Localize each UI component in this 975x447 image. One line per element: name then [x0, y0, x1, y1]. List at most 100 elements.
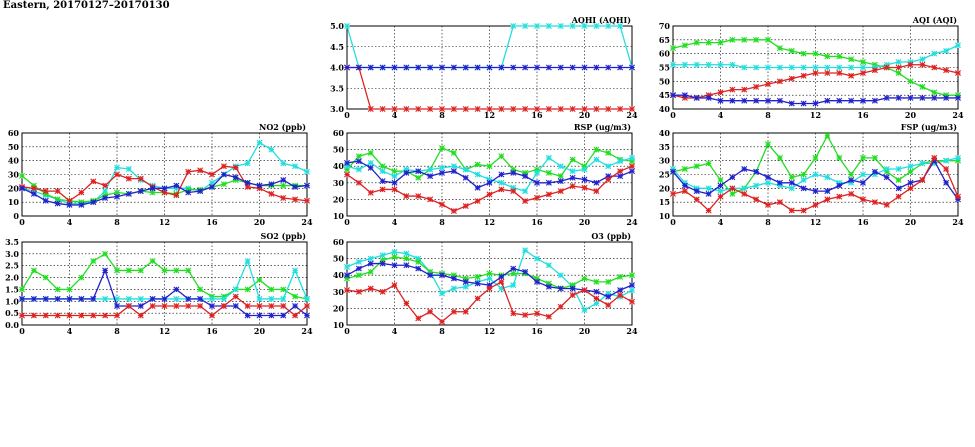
rsp-red-point	[367, 189, 374, 196]
so2-blue-point	[114, 303, 120, 310]
o3-blue-point	[344, 272, 350, 279]
fsp-cyan-point	[693, 185, 700, 192]
aqhi-blue-point	[403, 64, 410, 71]
aqhi-red-point	[403, 106, 410, 112]
rsp-blue-point	[581, 176, 588, 183]
rsp-red-point	[391, 186, 398, 193]
o3-x-tick-label: 0	[344, 326, 350, 336]
aqi-green-point	[729, 36, 736, 43]
so2-cyan-point	[125, 295, 132, 302]
fsp-y-tick-label: 35	[659, 142, 670, 152]
rsp-x-tick-label: 0	[344, 217, 350, 227]
fsp-red-point	[670, 190, 676, 197]
aqi-blue-point	[848, 97, 855, 104]
no2-red-point	[137, 175, 144, 182]
aqi-cyan-point	[871, 64, 878, 71]
fsp-cyan-point	[931, 160, 938, 167]
fsp-cyan-point	[741, 185, 748, 192]
fsp-x-tick-label: 12	[810, 217, 821, 227]
fsp-cyan-point	[907, 163, 914, 170]
aqhi-blue-point	[367, 64, 374, 71]
aqhi-blue-point	[450, 64, 457, 71]
o3-red-point	[486, 285, 493, 292]
no2-x-tick-label: 20	[254, 217, 266, 227]
aqi-x-tick-label: 24	[952, 110, 964, 120]
so2-blue-point	[280, 312, 287, 319]
aqi-green-point	[895, 70, 902, 77]
aqi-y-tick-label: 45	[659, 90, 670, 100]
so2-green-point	[78, 274, 85, 281]
o3-chart: 0 4 8 12 16 20 24 10 20 30 40 50 60 O3 (ppb)	[333, 231, 638, 336]
fsp-red-point	[871, 199, 878, 206]
o3-green-point	[427, 268, 434, 275]
fsp-x-tick-label: 4	[718, 217, 724, 227]
fsp-blue-point	[907, 179, 914, 186]
aqhi-y-tick-label: 4.0	[330, 63, 344, 73]
o3-cyan-point	[415, 255, 422, 262]
o3-red-point	[569, 292, 576, 299]
aqi-cyan-point	[753, 64, 760, 71]
rsp-cyan-point	[522, 188, 529, 195]
so2-x-tick-label: 12	[159, 326, 170, 336]
rsp-series-group	[344, 144, 635, 215]
no2-green-point	[232, 177, 239, 184]
so2-red-point	[280, 303, 287, 310]
o3-chart-title: O3 (ppb)	[591, 231, 631, 241]
rsp-red-point	[557, 188, 564, 195]
rsp-blue-point	[379, 178, 386, 185]
so2-cyan-point	[137, 295, 144, 302]
aqi-red-point	[729, 86, 736, 93]
aqhi-red-point	[439, 106, 445, 112]
aqi-cyan-point	[860, 64, 866, 71]
fsp-chart: 0 4 8 12 16 20 24 10 15 20 25 30 35 40 FSP (ug/m3)	[659, 122, 964, 227]
so2-red-point	[268, 303, 275, 310]
fsp-red-point	[824, 196, 831, 203]
aqi-green-point	[871, 61, 878, 68]
fsp-blue-point	[931, 157, 938, 164]
so2-red-point	[102, 312, 109, 319]
aqi-blue-point	[943, 94, 950, 101]
aqhi-cyan-point	[605, 23, 612, 29]
aqhi-blue-point	[474, 64, 481, 71]
no2-blue-point	[197, 188, 204, 195]
rsp-red-point	[439, 201, 445, 208]
no2-blue-point	[90, 199, 97, 206]
aqi-red-point	[883, 64, 890, 71]
rsp-red-point	[605, 176, 612, 183]
aqi-green-point	[848, 56, 855, 63]
rsp-blue-point	[450, 168, 457, 175]
aqi-green-point	[907, 78, 914, 85]
no2-green-point	[114, 189, 120, 196]
fsp-y-tick-label: 10	[659, 211, 671, 221]
aqi-x-tick-label: 4	[718, 110, 724, 120]
aqi-cyan-point	[895, 58, 902, 65]
fsp-cyan-point	[788, 185, 795, 192]
aqi-x-tick-label: 0	[670, 110, 676, 120]
o3-blue-point	[379, 260, 386, 267]
fsp-blue-point	[812, 188, 819, 195]
aqi-red-point	[741, 86, 748, 93]
aqi-blue-point	[836, 97, 843, 104]
no2-x-tick-label: 24	[301, 217, 313, 227]
o3-green-point	[415, 258, 422, 265]
rsp-green-point	[498, 153, 505, 160]
no2-x-tick-label: 12	[159, 217, 170, 227]
fsp-blue-point	[883, 174, 890, 181]
no2-red-point	[304, 197, 310, 204]
fsp-cyan-point	[670, 165, 676, 172]
so2-series-group	[19, 250, 310, 319]
rsp-blue-point	[415, 168, 422, 175]
so2-blue-point	[30, 295, 37, 302]
aqi-y-tick-label: 50	[659, 76, 671, 86]
so2-green-point	[185, 267, 192, 274]
o3-red-point	[450, 308, 457, 315]
o3-cyan-point	[581, 307, 588, 314]
rsp-blue-point	[367, 164, 374, 171]
fsp-cyan-point	[943, 157, 950, 164]
so2-x-tick-label: 0	[19, 326, 25, 336]
o3-blue-point	[569, 285, 576, 292]
so2-blue-point	[42, 295, 49, 302]
fsp-green-point	[895, 177, 902, 184]
aqhi-red-point	[569, 106, 576, 112]
no2-green-point	[78, 199, 85, 206]
